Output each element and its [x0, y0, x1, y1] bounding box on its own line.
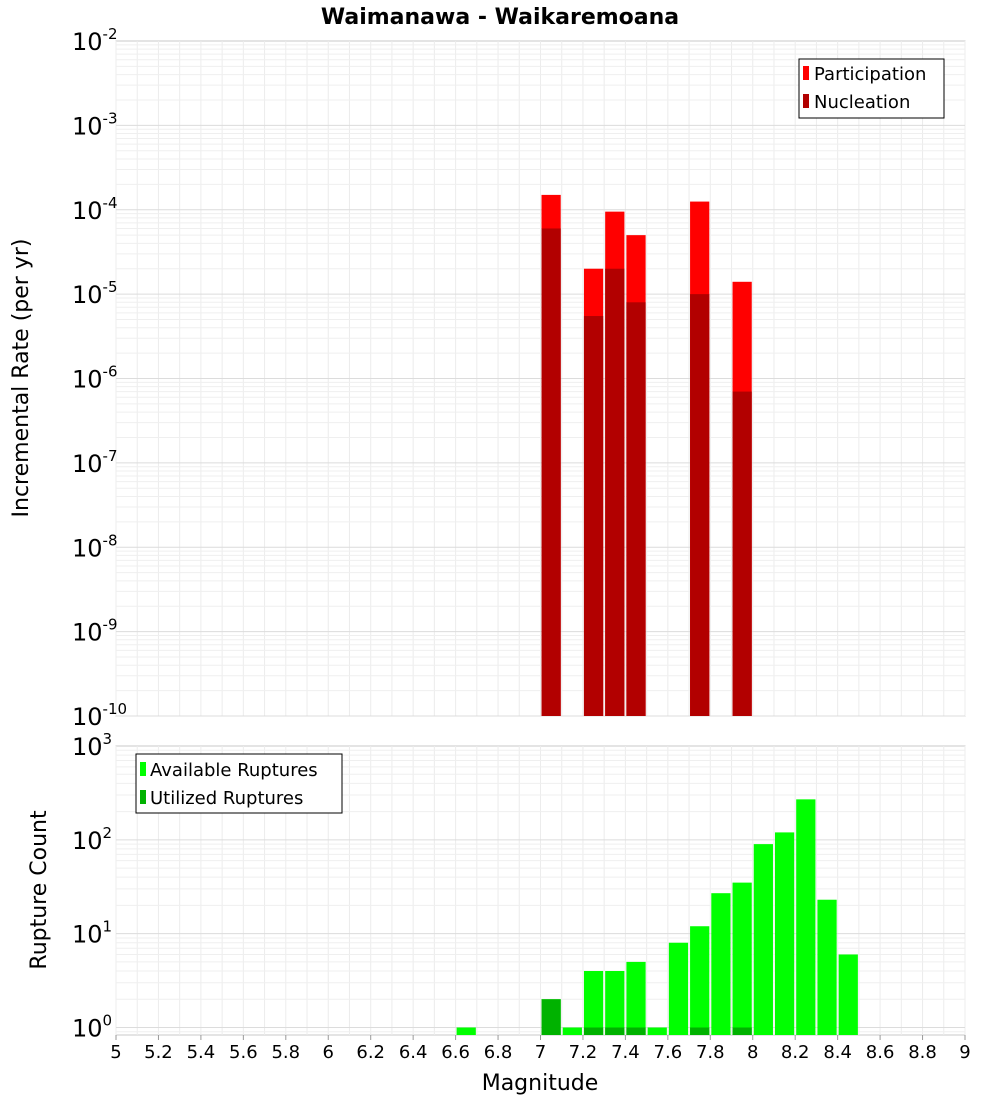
overlay-bar-utilized-ruptures: [690, 1027, 710, 1035]
utilized-legend-swatch: [140, 790, 146, 804]
overlay-bar-nucleation: [626, 302, 646, 716]
bar-available-ruptures: [647, 1027, 667, 1035]
x-tick-label: 8.6: [866, 1042, 895, 1063]
y-tick-label: 10-4: [72, 194, 118, 225]
x-tick-label: 7: [535, 1042, 546, 1063]
overlay-bar-nucleation: [732, 391, 752, 716]
available-legend-swatch: [140, 762, 146, 776]
y-tick-label: 10-2: [72, 25, 118, 56]
bar-available-ruptures: [711, 893, 731, 1035]
x-tick-label: 8: [747, 1042, 758, 1063]
overlay-bar-utilized-ruptures: [583, 1027, 604, 1035]
x-tick-label: 6.2: [356, 1042, 385, 1063]
x-tick-label: 7.6: [654, 1042, 683, 1063]
x-tick-label: 5.8: [271, 1042, 300, 1063]
rate-y-ticks: 10-10 10-9 10-8 10-7 10-6 10-5 10-4 10-3 10-2: [72, 25, 127, 731]
count-y-axis-label: Rupture Count: [27, 810, 52, 970]
y-tick-label: 103: [72, 730, 112, 761]
x-tick-label: 6.6: [441, 1042, 470, 1063]
bar-available-ruptures: [583, 971, 604, 1035]
bar-available-ruptures: [562, 1027, 582, 1035]
overlay-bar-nucleation: [583, 316, 604, 716]
rate-gridlines: [115, 41, 966, 717]
y-tick-label: 10-7: [72, 447, 118, 478]
rate-y-axis-label: Incremental Rate (per yr): [9, 239, 34, 518]
y-tick-label: 102: [72, 824, 112, 855]
y-tick-label: 10-8: [72, 531, 118, 562]
bar-available-ruptures: [838, 954, 858, 1035]
bar-available-ruptures: [668, 942, 689, 1035]
bar-available-ruptures: [690, 926, 710, 1035]
bar-available-ruptures: [732, 882, 752, 1035]
bar-available-ruptures: [626, 961, 646, 1035]
rate-legend: Participation Nucleation: [798, 58, 945, 119]
x-tick-label: 5.4: [187, 1042, 216, 1063]
nucleation-bars: [541, 228, 752, 716]
bar-available-ruptures: [753, 844, 773, 1035]
x-tick-label: 5.2: [144, 1042, 173, 1063]
available-ruptures-bars: [456, 799, 858, 1035]
overlay-bar-utilized-ruptures: [732, 1027, 752, 1035]
count-legend: Available Ruptures Utilized Ruptures: [135, 753, 343, 814]
y-tick-label: 100: [72, 1011, 112, 1042]
x-axis-label: Magnitude: [482, 1071, 599, 1096]
participation-legend-swatch: [803, 66, 809, 80]
y-tick-label: 10-3: [72, 109, 118, 140]
overlay-bar-utilized-ruptures: [605, 1027, 625, 1035]
x-tick-label: 9: [959, 1042, 970, 1063]
y-tick-label: 10-5: [72, 278, 118, 309]
count-y-ticks: 100 101 102 103: [72, 730, 112, 1042]
count-legend-box: [135, 753, 343, 814]
x-tick-label: 7.4: [611, 1042, 640, 1063]
x-tick-label: 5.6: [229, 1042, 258, 1063]
overlay-bar-nucleation: [605, 268, 625, 716]
x-tick-label: 6.8: [484, 1042, 513, 1063]
chart-title: Waimanawa - Waikaremoana: [321, 5, 679, 30]
x-tick-label: 6.4: [399, 1042, 428, 1063]
y-tick-label: 10-10: [72, 700, 127, 731]
x-tick-label: 8.8: [908, 1042, 937, 1063]
x-tick-label: 6: [323, 1042, 334, 1063]
x-tick-label: 8.4: [823, 1042, 852, 1063]
x-tick-label: 8.2: [781, 1042, 810, 1063]
overlay-bar-utilized-ruptures: [626, 1027, 646, 1035]
y-tick-label: 10-9: [72, 616, 118, 647]
y-tick-label: 10-6: [72, 363, 118, 394]
rate-panel: 10-10 10-9 10-8 10-7 10-6 10-5 10-4 10-3 10-2 In…: [9, 25, 966, 731]
x-tick-label: 5: [110, 1042, 121, 1063]
utilized-legend-label: Utilized Ruptures: [150, 788, 303, 809]
bar-available-ruptures: [817, 899, 837, 1035]
participation-legend-label: Participation: [814, 64, 926, 85]
available-legend-label: Available Ruptures: [150, 760, 318, 781]
nucleation-legend-swatch: [803, 94, 809, 108]
overlay-bar-nucleation: [690, 294, 710, 716]
x-axis-ticks: 5 5.2 5.4 5.6 5.8 6 6.2 6.4 6.6 6.8 7 7.2 7.4 7.6 7.8 8…: [110, 1035, 971, 1063]
bar-available-ruptures: [456, 1027, 476, 1035]
bar-available-ruptures: [796, 799, 816, 1035]
rate-legend-box: [798, 58, 945, 119]
bar-available-ruptures: [605, 971, 625, 1035]
x-tick-label: 7.2: [569, 1042, 598, 1063]
overlay-bar-utilized-ruptures: [541, 999, 561, 1035]
count-panel: 100 101 102 103 Rupture Count Available Rup…: [27, 730, 966, 1042]
utilized-ruptures-bars: [541, 999, 752, 1035]
bar-available-ruptures: [774, 832, 795, 1035]
nucleation-legend-label: Nucleation: [814, 92, 910, 113]
x-tick-label: 7.8: [696, 1042, 725, 1063]
y-tick-label: 101: [72, 918, 112, 949]
overlay-bar-nucleation: [541, 228, 561, 716]
